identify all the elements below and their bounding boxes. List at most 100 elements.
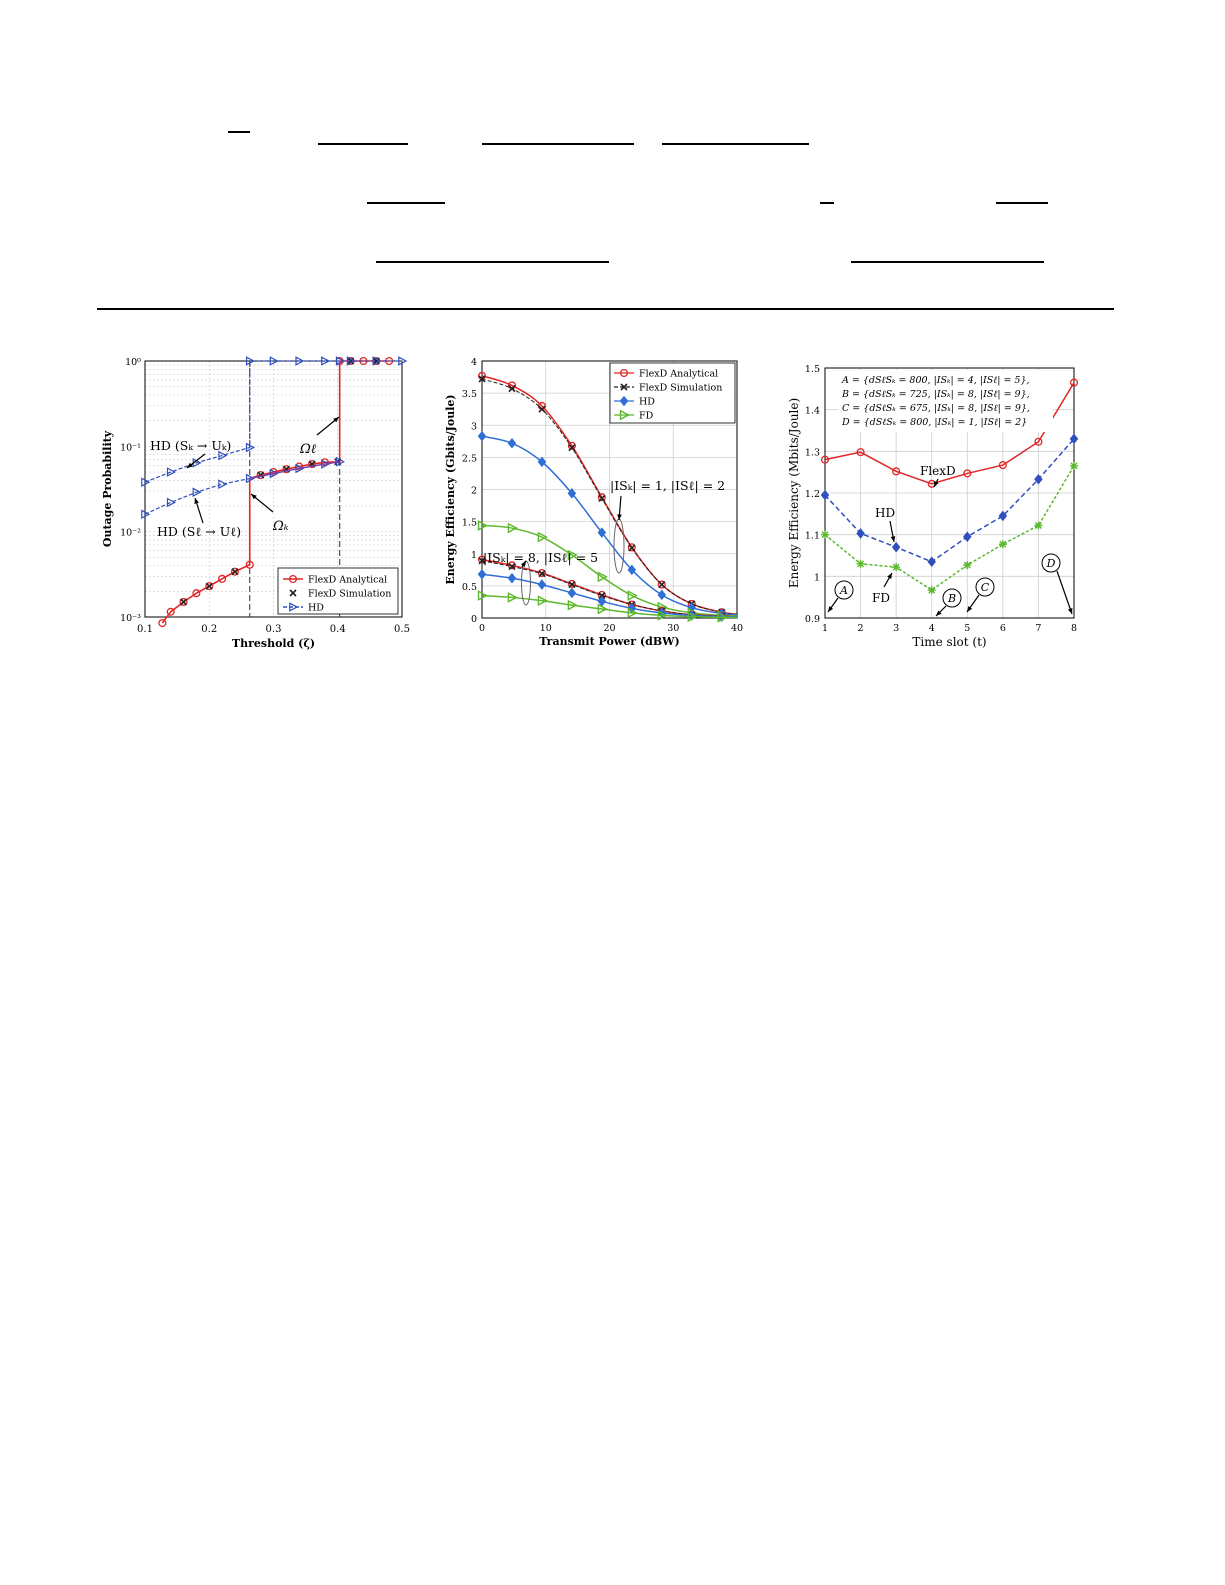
definition-line: B = {dSℓSₖ = 725, |ISₖ| = 8, |ISℓ| = 9},: [841, 389, 1030, 400]
annotation-arrowhead: [251, 494, 257, 500]
annotation-label: Ωℓ: [299, 442, 317, 457]
y-tick-label: 0.5: [462, 582, 477, 593]
data-point: [963, 531, 972, 543]
equation-fragment: [851, 261, 1044, 263]
data-point: [537, 456, 547, 468]
data-point: [218, 574, 227, 583]
data-point: [218, 450, 228, 461]
plot-frame: [481, 360, 738, 619]
data-point: [269, 356, 279, 366]
legend-marker: [288, 574, 298, 584]
definition-line: C = {dSℓSₖ = 675, |ISₖ| = 8, |ISℓ| = 9},: [842, 403, 1030, 414]
annotation-letter: D: [1046, 557, 1056, 570]
y-axis-label: Outage Probability: [101, 430, 114, 547]
annotation-label: HD (Sₖ → Uₖ): [150, 438, 231, 453]
x-tick-label: 8: [1071, 623, 1077, 634]
y-axis-label: Energy Efficiency (Gbits/Joule): [444, 394, 457, 584]
data-point: [687, 611, 698, 623]
y-tick-label: 10⁻²: [120, 528, 141, 539]
data-point: [166, 467, 176, 477]
data-point: [1069, 433, 1079, 445]
x-tick-label: 4: [929, 623, 935, 634]
x-tick-label: 0.5: [394, 624, 410, 635]
data-point: [820, 489, 830, 501]
data-point: [141, 477, 151, 487]
data-point: [478, 557, 486, 565]
data-point: [627, 590, 638, 601]
x-tick-label: 2: [858, 623, 864, 634]
data-point: [477, 569, 487, 580]
x-tick-label: 0: [479, 623, 485, 634]
series-line: [144, 360, 402, 483]
legend-label: FlexD Simulation: [308, 589, 391, 600]
legend-marker: [289, 589, 297, 597]
annotation-label: |ISₖ| = 8, |ISℓ| = 5: [483, 550, 598, 565]
annotation-label: HD: [875, 506, 895, 520]
x-axis-label: Time slot (t): [912, 635, 986, 649]
data-point: [927, 556, 936, 568]
data-point: [597, 595, 607, 607]
section-rule: [97, 308, 1114, 310]
legend-label: HD: [639, 397, 655, 408]
energy-efficiency-power-chart: 0 10 20 30 40 0 0.5 1 1.5 2 2.5 3 3.5 4 FlexD Analytic…: [444, 357, 743, 648]
data-point: [477, 590, 489, 601]
y-tick-label: 0: [471, 614, 477, 625]
data-point: [230, 567, 240, 576]
definition-line: D = {dSℓSₖ = 800, |ISₖ| = 1, |ISℓ| = 2}: [841, 417, 1027, 428]
data-point: [856, 448, 865, 457]
y-axis-label: Energy Efficiency (Mbits/Joule): [787, 398, 801, 588]
data-point: [245, 473, 256, 484]
data-point: [218, 479, 228, 489]
y-tick-label: 1.3: [805, 447, 820, 458]
y-tick-label: 1.5: [805, 364, 820, 375]
annotation-arrowhead: [887, 573, 892, 579]
series-line: [144, 461, 340, 515]
data-point: [627, 564, 637, 576]
x-tick-label: 5: [964, 623, 970, 634]
overlap-line: [249, 461, 340, 480]
data-point: [538, 570, 546, 578]
data-point: [507, 592, 518, 603]
data-point: [568, 444, 576, 452]
annotation-label: FlexD: [920, 464, 956, 478]
x-axis-label: Threshold (ζ): [232, 637, 315, 650]
equation-fragment: [367, 202, 445, 204]
data-point: [477, 555, 487, 564]
annotation-label: HD (Sℓ → Uℓ): [157, 524, 241, 539]
data-point: [598, 494, 606, 503]
x-tick-label: 0.3: [266, 624, 282, 635]
annotation-arrowhead: [194, 498, 199, 504]
data-point: [568, 581, 576, 589]
annotation-circle: [834, 580, 854, 600]
annotation-arrowhead: [333, 417, 339, 423]
equation-fragment: [662, 143, 809, 145]
data-point: [927, 586, 936, 595]
series-line: [824, 382, 1075, 485]
data-point: [537, 531, 548, 543]
definitions-box: [838, 370, 1053, 432]
annotation-arrowhead: [934, 481, 939, 487]
data-point: [205, 582, 213, 590]
x-tick-label: 10: [540, 623, 552, 634]
data-point: [658, 581, 666, 589]
data-point: [372, 357, 380, 365]
data-point: [335, 356, 345, 366]
y-tick-label: 1.1: [805, 531, 820, 542]
legend-label: HD: [308, 603, 324, 614]
series-line: [481, 560, 738, 618]
series-line: [481, 594, 738, 619]
data-point: [537, 579, 547, 590]
data-point: [372, 356, 382, 366]
y-tick-label: 4: [471, 357, 477, 368]
legend-marker: [620, 383, 628, 391]
data-point: [598, 591, 606, 600]
data-point: [308, 459, 317, 469]
y-tick-label: 3: [471, 421, 477, 432]
series-line: [481, 435, 738, 616]
y-tick-label: 2: [471, 486, 477, 497]
data-point: [507, 522, 518, 534]
energy-efficiency-timeslot-chart: 1 2 3 4 5 6 7 80.911.11.21.31.41.5A = {dSℓSₖ = …: [787, 364, 1079, 649]
data-point: [245, 356, 256, 366]
equation-fragment: [318, 143, 408, 145]
annotation-arrowhead: [967, 606, 973, 612]
